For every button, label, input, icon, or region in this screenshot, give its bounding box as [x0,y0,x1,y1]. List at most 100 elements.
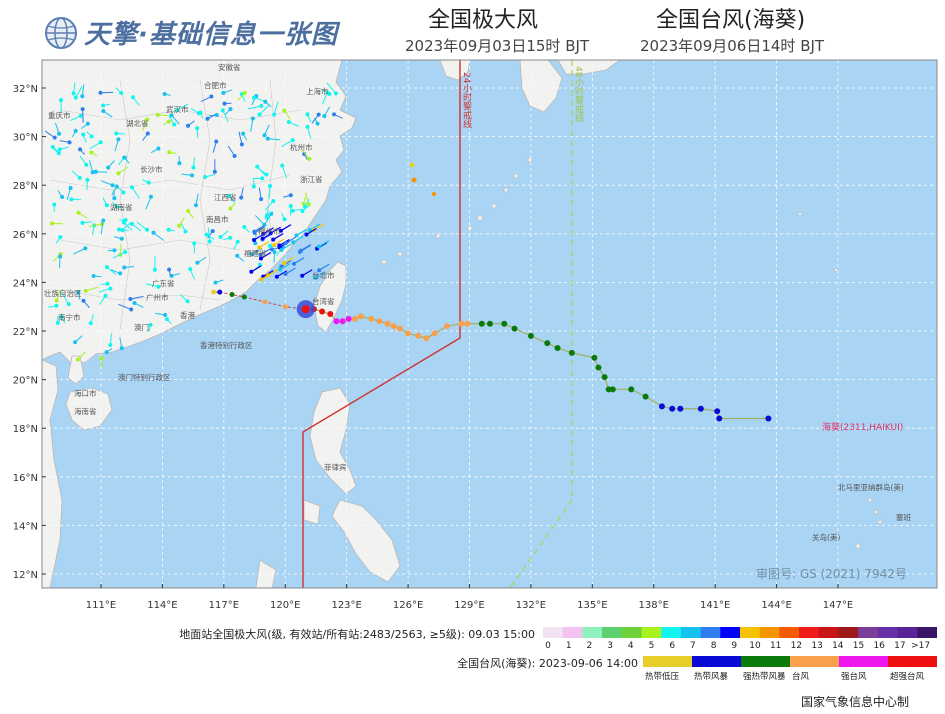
typhoon-title: 全国台风(海葵) [656,8,806,33]
place-label: 塞班 [896,512,911,522]
wind-color-swatch [740,627,761,638]
place-label: 台北市 [312,270,335,280]
wind-barb [123,222,133,231]
lat-labels: 32°N 30°N 28°N 26°N 24°N 22°N 20°N 18°N 16°N 14°N… [13,84,46,581]
wind-barb [237,92,246,101]
wind-level-number: 15 [852,641,865,651]
wind-barb [106,266,117,275]
wind-barb [61,316,66,324]
lat-label: 20°N [13,376,38,387]
wind-barb [99,295,106,305]
wind-barb [89,141,101,150]
lon-label: 126°E [393,600,423,611]
place-label: 广东省 [152,278,175,288]
wind-barb [292,235,304,243]
wind-barb [73,247,86,255]
track-point [423,335,430,342]
wind-barb [130,295,144,300]
lat-label: 18°N [13,424,38,435]
wind-barb [318,240,330,248]
wind-barb [103,103,111,107]
wind-barb [124,266,134,268]
typhoon-class-swatch [888,656,937,667]
typhoon-class-swatch [692,656,742,667]
place-label: 澳门特别行政区 [118,372,171,382]
track-point [605,386,612,393]
wind-barb [195,193,199,206]
wind-barb [142,179,149,184]
wind-barb [77,292,81,300]
track-point [642,393,649,400]
place-label: 台湾省 [312,296,335,306]
typhoon-class-bar [643,656,937,667]
track-point [351,315,358,322]
wind-color-swatch [661,627,682,638]
wind-barb [333,113,343,119]
wind-barb [272,233,284,241]
track-point [464,320,471,327]
wind-barb [168,269,172,277]
wind-color-swatch [818,627,839,638]
wind-color-swatch [759,627,780,638]
mainland-china [42,60,357,365]
wind-level-number: 6 [669,641,676,651]
wind-color-swatch [799,627,820,638]
wind-barb [141,119,148,132]
place-label: 南宁市 [58,312,81,322]
wind-barb [116,132,126,135]
wind-barb [227,145,236,157]
wind-color-swatch [562,627,583,638]
typhoon-track [211,289,772,422]
wind-barb [285,267,296,275]
place-label: 武汉市 [166,104,189,114]
track-point [368,315,375,322]
lat-label: 12°N [13,570,38,581]
wind-level-number: 0 [545,641,551,651]
wind-barb [238,131,243,145]
typhoon-time: 2023年09月06日14时 BJT [640,37,825,55]
typhoon-name-label: 海葵(2311,HAIKUI) [822,421,903,433]
map-canvas[interactable]: 32°N 30°N 28°N 26°N 24°N 22°N 20°N 18°N 16°N 14°N… [0,0,945,630]
wind-color-swatch [838,627,859,638]
wind-barb [75,86,83,98]
wind-barb [254,215,265,226]
wind-barb [82,109,84,123]
place-label: 上海市 [306,86,329,96]
lon-label: 114°E [147,600,177,611]
wind-barb [190,107,200,114]
wind-barb [179,294,188,302]
wind-barb [260,272,272,280]
typhoon-class-swatch [643,656,693,667]
lat-label: 16°N [13,473,38,484]
wind-barb [109,333,113,346]
wind-barb [86,131,92,137]
track-point [384,320,391,327]
typhoon-class-name: 热带风暴 [694,672,729,682]
place-label: 福建省 [244,248,267,258]
typhoon-class-swatch [790,656,840,667]
wind-barb [318,263,330,271]
wind-level-number: 7 [690,641,696,651]
wind-barb [100,358,104,369]
track-point [405,330,412,337]
wind-barb [95,171,108,173]
wind-barb [293,257,305,265]
wind-barb [157,114,169,117]
wind-barb [103,110,113,118]
wind-barb [281,212,286,220]
wind-barb [276,270,288,278]
wind-barb [285,236,297,244]
wind-barb [280,224,292,232]
wind-barb [111,186,118,196]
wind-barb [71,130,77,138]
wind-barb [59,140,70,143]
wind-barb [58,256,61,268]
wind-level-number: 16 [873,641,885,651]
wind-color-swatch [720,627,741,638]
wind-barb [70,115,82,121]
wind-barb [251,265,262,273]
typhoon-class-swatch [741,656,791,667]
wind-barb [74,335,83,343]
wind-barb [79,155,87,166]
